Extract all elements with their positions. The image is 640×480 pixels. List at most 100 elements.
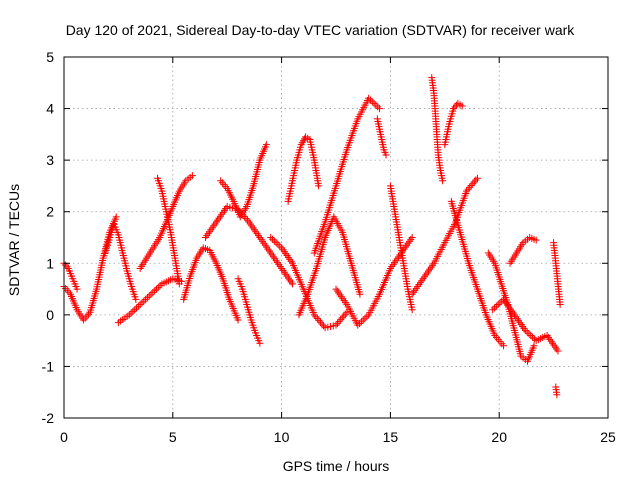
x-tick-label: 20 <box>491 429 507 445</box>
data-point <box>553 391 561 399</box>
series-arc-24 <box>489 295 562 355</box>
data-point <box>368 98 376 106</box>
y-tick-label: 5 <box>46 49 54 65</box>
data-point <box>338 314 346 322</box>
data-point <box>372 101 380 109</box>
series-arc-20 <box>441 99 466 149</box>
data-point <box>316 318 324 326</box>
data-point <box>361 314 369 322</box>
x-tick-label: 5 <box>169 429 177 445</box>
data-point <box>500 342 508 350</box>
data-point <box>370 99 378 107</box>
series-arc-17 <box>386 182 416 314</box>
axis-ticks: 0 5 10 15 20 25 -2 -1 0 1 2 3 4 5 <box>42 49 616 445</box>
series-arc-18 <box>408 174 481 298</box>
series-arc-10 <box>234 275 264 347</box>
data-point <box>363 313 371 321</box>
series-arc-7 <box>180 244 242 324</box>
y-axis-label: SDTVAR / TECUs <box>6 184 22 296</box>
y-tick-label: 3 <box>46 152 54 168</box>
data-point <box>529 333 537 341</box>
data-point <box>473 174 481 182</box>
series-arc-3 <box>101 221 140 303</box>
data-point <box>408 306 416 314</box>
data-point <box>315 316 323 324</box>
data-point <box>356 319 364 327</box>
data-point <box>458 102 466 110</box>
data-point <box>357 318 365 326</box>
data-point <box>530 335 538 343</box>
y-tick-label: 0 <box>46 307 54 323</box>
data-point <box>525 330 533 338</box>
data-point <box>354 321 362 329</box>
x-axis-label: GPS time / hours <box>283 458 390 474</box>
data-point <box>133 304 141 312</box>
data-point <box>408 234 416 241</box>
data-point <box>439 177 447 185</box>
data-point <box>83 312 91 320</box>
x-tick-label: 15 <box>383 429 399 445</box>
series-arc-16 <box>373 115 390 159</box>
data-point <box>134 302 142 310</box>
data-point <box>154 283 162 291</box>
x-tick-label: 0 <box>60 429 68 445</box>
data-point <box>218 179 226 187</box>
data-point <box>140 297 148 305</box>
y-tick-label: 1 <box>46 255 54 271</box>
data-point <box>359 316 367 324</box>
series-arc-26 <box>552 383 561 399</box>
data-point <box>242 214 250 222</box>
data-point <box>131 306 139 314</box>
data-point <box>220 181 228 189</box>
series-arc-12 <box>284 133 323 205</box>
data-point <box>256 339 264 347</box>
data-point <box>530 342 538 350</box>
data-point <box>469 180 477 188</box>
data-point <box>156 282 164 290</box>
series-arc-2 <box>60 259 81 293</box>
data-point <box>556 301 564 309</box>
data-point <box>554 347 562 355</box>
data-point <box>63 263 71 271</box>
data-point <box>62 284 70 292</box>
data-point <box>340 312 348 320</box>
data-point <box>374 103 382 111</box>
data-point <box>320 322 328 330</box>
data-point <box>451 103 459 111</box>
data-point <box>276 242 284 250</box>
series-arc-14 <box>295 213 364 319</box>
plot-frame <box>63 56 609 419</box>
data-point <box>313 315 321 323</box>
series-arc-9 <box>217 141 270 221</box>
data-point <box>288 280 296 288</box>
y-tick-label: 2 <box>46 204 54 220</box>
data-point <box>63 286 71 294</box>
y-tick-label: 4 <box>46 101 54 117</box>
data-point <box>376 105 384 113</box>
data-point <box>366 96 374 104</box>
series-arc-6 <box>154 174 183 288</box>
data-point <box>527 331 535 339</box>
data-point <box>337 316 345 324</box>
data-point <box>492 302 500 310</box>
data-point <box>147 290 155 298</box>
data-point <box>151 287 159 295</box>
data-point <box>470 178 478 186</box>
data-point <box>270 237 278 245</box>
data-point <box>234 316 242 324</box>
data-point <box>61 261 69 269</box>
data-point <box>466 183 474 191</box>
data-point <box>489 306 497 314</box>
data-point <box>382 151 390 159</box>
data-point <box>129 307 137 315</box>
data-point <box>521 326 529 334</box>
data-point <box>472 176 480 184</box>
data-point <box>467 182 475 190</box>
data-point <box>335 317 343 325</box>
data-point <box>217 177 225 185</box>
data-point <box>149 289 157 297</box>
data-point <box>523 328 531 336</box>
data-point <box>318 320 326 328</box>
data-point <box>496 299 504 307</box>
